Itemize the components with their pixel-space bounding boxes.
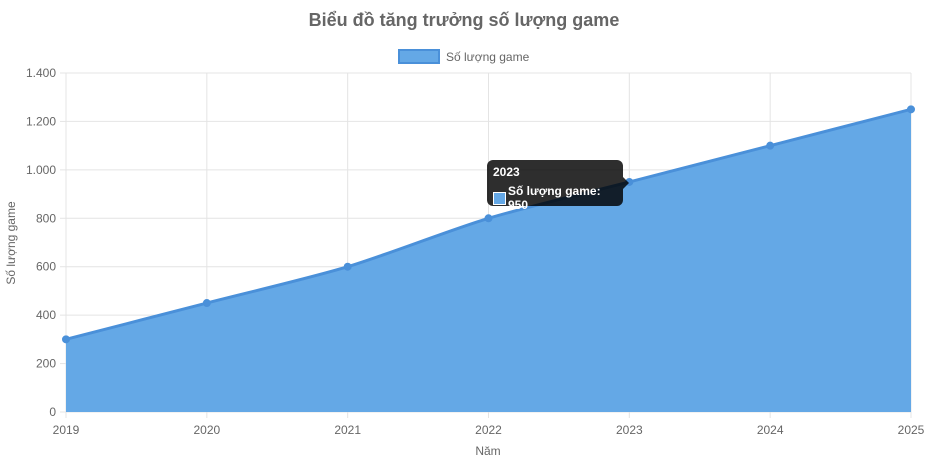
data-point [484,214,493,223]
data-point [766,141,775,150]
legend-label: Số lượng game [446,50,530,64]
y-tick-label: 200 [36,357,56,371]
tooltip: 2023 Số lượng game: 950 [487,160,629,212]
point-layer [62,105,915,344]
data-point [907,105,915,114]
data-point [62,335,70,344]
tooltip-row: Số lượng game: 950 [493,184,617,212]
x-tick-label: 2024 [757,423,784,437]
y-tick-label: 0 [49,405,56,419]
x-tick-label: 2021 [334,423,361,437]
y-axis-label: Số lượng game [4,201,18,285]
legend[interactable]: Số lượng game [398,49,530,64]
y-tick-label: 1.400 [26,66,56,80]
axis-layer: 0 200 400 600 800 1.000 1.200 1.400 2019 2020 2021… [26,66,925,437]
x-axis-label: Năm [475,444,500,458]
x-tick-label: 2022 [475,423,502,437]
data-point [343,262,352,271]
tooltip-text: Số lượng game: 950 [508,184,601,212]
tooltip-caret [623,177,629,189]
tooltip-title: 2023 [493,165,520,179]
y-tick-label: 400 [36,308,56,322]
legend-swatch [398,49,440,64]
data-point [202,299,211,308]
x-tick-label: 2023 [616,423,643,437]
x-tick-label: 2025 [898,423,925,437]
y-tick-label: 800 [36,211,56,225]
series-area-fill [66,109,911,413]
tooltip-swatch [493,191,506,205]
x-tick-label: 2020 [193,423,220,437]
chart-title: Biểu đồ tăng trưởng số lượng game [309,10,620,30]
y-tick-label: 600 [36,260,56,274]
y-tick-label: 1.000 [26,163,56,177]
x-tick-label: 2019 [53,423,80,437]
y-tick-label: 1.200 [26,114,56,128]
